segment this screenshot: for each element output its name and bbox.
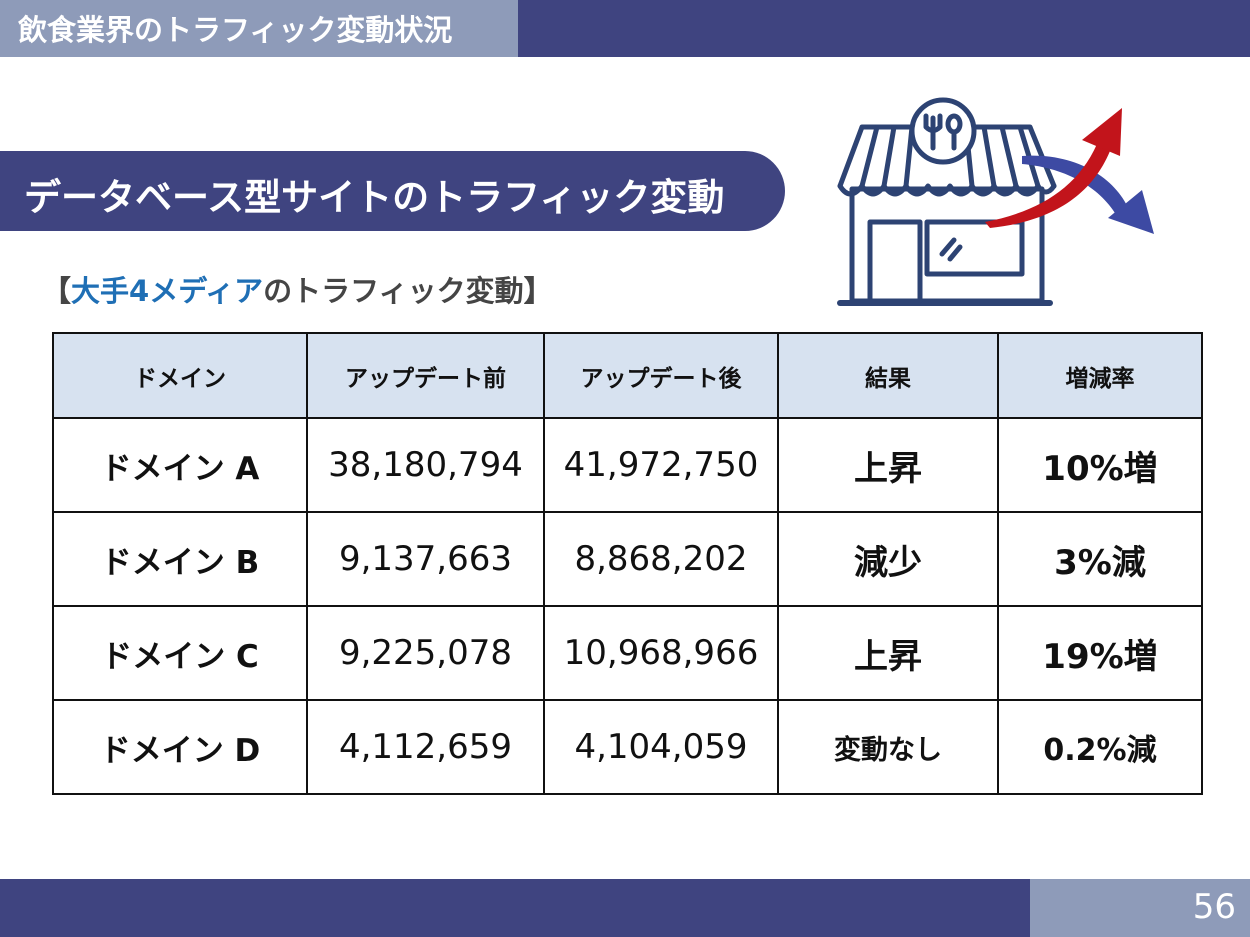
cell-result: 減少 (777, 511, 999, 607)
table-subheading: 【大手4メディアのトラフィック変動】 (42, 268, 553, 310)
cell-domain: ドメイン A (52, 417, 308, 513)
section-title: データベース型サイトのトラフィック変動 (24, 176, 725, 219)
cell-after: 8,868,202 (543, 511, 779, 607)
header-rate: 増減率 (997, 332, 1203, 419)
header-domain: ドメイン (52, 332, 308, 419)
cell-after: 41,972,750 (543, 417, 779, 513)
page-title: 飲食業界のトラフィック変動状況 (18, 13, 453, 47)
cell-result: 上昇 (777, 417, 999, 513)
page-number: 56 (1192, 887, 1236, 927)
cell-result: 上昇 (777, 605, 999, 701)
table-row: ドメイン C 9,225,078 10,968,966 上昇 19%増 (52, 605, 1203, 701)
cell-rate: 19%増 (997, 605, 1203, 701)
cell-after: 4,104,059 (543, 699, 779, 795)
subheading-close-bracket: 】 (523, 274, 553, 308)
cell-domain: ドメイン C (52, 605, 308, 701)
cell-rate: 3%減 (997, 511, 1203, 607)
subheading-text: のトラフィック変動 (263, 274, 524, 308)
subheading-open-bracket: 【 (42, 274, 72, 308)
cell-before: 9,137,663 (306, 511, 545, 607)
trend-down-arrow-icon (1022, 155, 1154, 234)
cell-before: 38,180,794 (306, 417, 545, 513)
traffic-table: ドメイン アップデート前 アップデート後 結果 増減率 ドメイン A 38,18… (52, 332, 1203, 795)
table-row: ドメイン D 4,112,659 4,104,059 変動なし 0.2%減 (52, 699, 1203, 795)
cell-result: 変動なし (777, 699, 999, 795)
header-before: アップデート前 (306, 332, 545, 419)
restaurant-storefront-icon (832, 94, 1162, 314)
table-row: ドメイン A 38,180,794 41,972,750 上昇 10%増 (52, 417, 1203, 513)
cell-rate: 10%増 (997, 417, 1203, 513)
header-after: アップデート後 (543, 332, 779, 419)
cell-before: 4,112,659 (306, 699, 545, 795)
table-header-row: ドメイン アップデート前 アップデート後 結果 増減率 (52, 332, 1203, 419)
cell-before: 9,225,078 (306, 605, 545, 701)
cell-domain: ドメイン D (52, 699, 308, 795)
header-result: 結果 (777, 332, 999, 419)
table-row: ドメイン B 9,137,663 8,868,202 減少 3%減 (52, 511, 1203, 607)
section-banner: データベース型サイトのトラフィック変動 (0, 151, 785, 231)
cell-after: 10,968,966 (543, 605, 779, 701)
cell-domain: ドメイン B (52, 511, 308, 607)
subheading-highlight: 大手4メディア (71, 274, 264, 308)
cell-rate: 0.2%減 (997, 699, 1203, 795)
header-title-box: 飲食業界のトラフィック変動状況 (0, 0, 518, 57)
trend-up-arrow-icon (985, 108, 1122, 228)
page-number-box: 56 (1030, 879, 1250, 937)
